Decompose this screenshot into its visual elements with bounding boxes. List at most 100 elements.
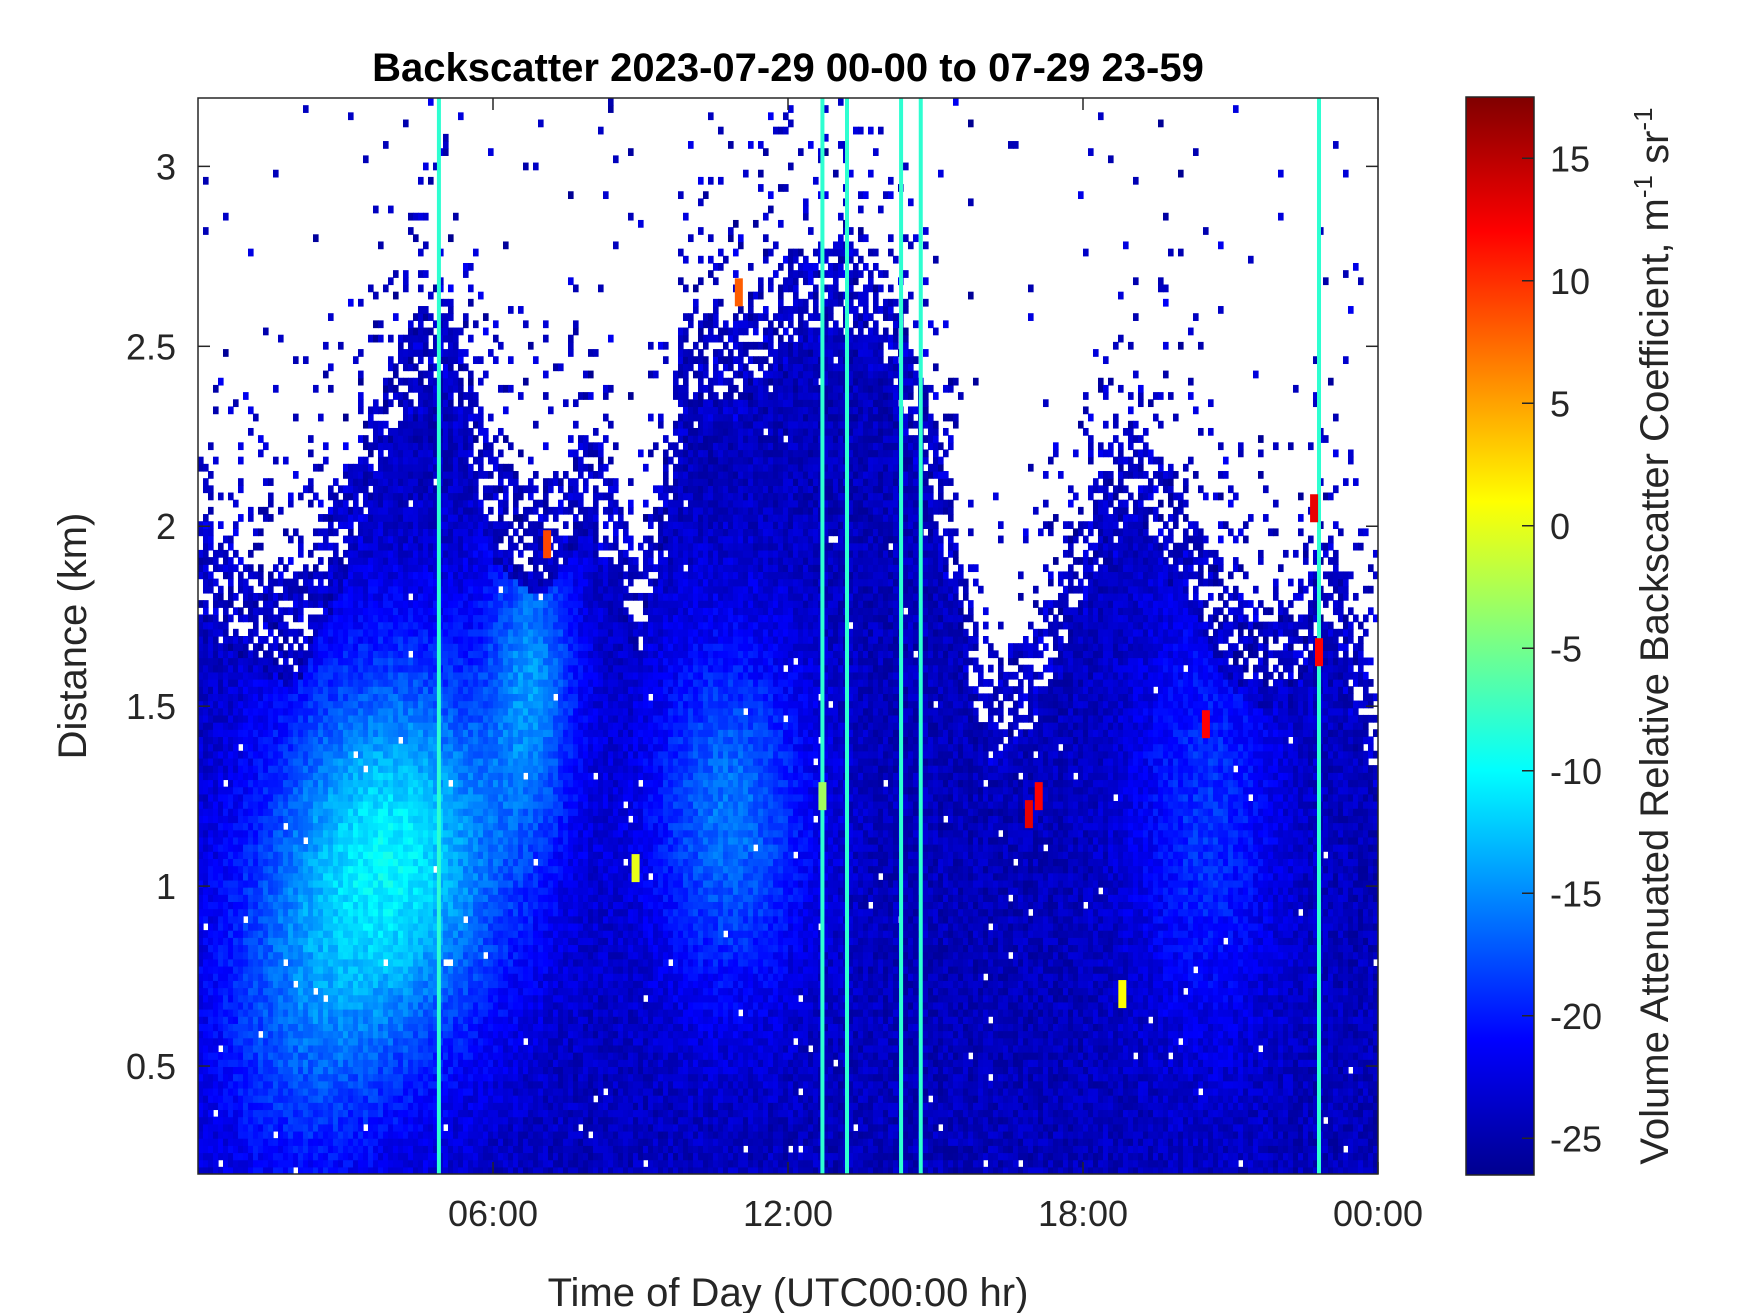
heatmap-cell [338, 823, 344, 831]
heatmap-cell [403, 1009, 409, 1017]
heatmap-cell [383, 729, 389, 737]
heatmap-cell [383, 399, 389, 407]
heatmap-cell [323, 944, 329, 952]
heatmap-cell [303, 736, 309, 744]
heatmap-cell [253, 765, 259, 773]
heatmap-cell [278, 1066, 284, 1074]
heatmap-cell [443, 686, 449, 694]
heatmap-cell [403, 987, 409, 995]
heatmap-cell [253, 916, 259, 924]
heatmap-cell [213, 944, 219, 952]
heatmap-cell [318, 414, 324, 422]
heatmap-cell [368, 894, 374, 902]
heatmap-cell [423, 471, 429, 479]
heatmap-cell [278, 607, 284, 615]
heatmap-cell [393, 392, 399, 400]
heatmap-cell [363, 1088, 369, 1096]
heatmap-cell [408, 916, 414, 924]
heatmap-cell [323, 815, 329, 823]
heatmap-cell [248, 901, 254, 909]
heatmap-cell [393, 464, 399, 472]
heatmap-cell [388, 493, 394, 501]
heatmap-cell [388, 378, 394, 386]
heatmap-cell [298, 1009, 304, 1017]
heatmap-cell [368, 622, 374, 630]
heatmap-cell [428, 1009, 434, 1017]
heatmap-cell [423, 959, 429, 967]
heatmap-cell [398, 1131, 404, 1139]
heatmap-cell [423, 1074, 429, 1082]
heatmap-cell [253, 593, 259, 601]
heatmap-cell [253, 1066, 259, 1074]
heatmap-cell [313, 980, 319, 988]
heatmap-cell [428, 1095, 434, 1103]
heatmap-cell [373, 1095, 379, 1103]
heatmap-cell [373, 471, 379, 479]
heatmap-cell [248, 916, 254, 924]
heatmap-cell [203, 1016, 209, 1024]
heatmap-cell [383, 1002, 389, 1010]
heatmap-cell [448, 442, 454, 450]
heatmap-cell [323, 715, 329, 723]
heatmap-cell [378, 672, 384, 680]
heatmap-cell [353, 471, 359, 479]
heatmap-cell [418, 335, 424, 343]
heatmap-cell [363, 557, 369, 565]
heatmap-cell [228, 571, 234, 579]
heatmap-cell [263, 987, 269, 995]
heatmap-cell [353, 980, 359, 988]
heatmap-cell [418, 371, 424, 379]
heatmap-cell [443, 134, 449, 142]
heatmap-cell [418, 550, 424, 558]
heatmap-cell [398, 894, 404, 902]
heatmap-cell [363, 435, 369, 443]
heatmap-cell [268, 801, 274, 809]
heatmap-cell [318, 1023, 324, 1031]
heatmap-cell [338, 672, 344, 680]
heatmap-cell [423, 801, 429, 809]
heatmap-cell [418, 579, 424, 587]
heatmap-cell [448, 722, 454, 730]
heatmap-cell [293, 959, 299, 967]
heatmap-cell [348, 550, 354, 558]
heatmap-cell [423, 328, 429, 336]
heatmap-cell [293, 715, 299, 723]
heatmap-cell [313, 715, 319, 723]
heatmap-cell [373, 550, 379, 558]
heatmap-cell [213, 844, 219, 852]
heatmap-cell [423, 270, 429, 278]
heatmap-cell [303, 873, 309, 881]
heatmap-cell [423, 543, 429, 551]
heatmap-cell [418, 1117, 424, 1125]
heatmap-cell [263, 708, 269, 716]
heatmap-cell [203, 679, 209, 687]
heatmap-cell [333, 672, 339, 680]
heatmap-cell [353, 693, 359, 701]
heatmap-cell [223, 1016, 229, 1024]
heatmap-cell [328, 571, 334, 579]
heatmap-cell [308, 665, 314, 673]
heatmap-cell [273, 830, 279, 838]
heatmap-cell [393, 600, 399, 608]
heatmap-cell [423, 901, 429, 909]
heatmap-cell [308, 751, 314, 759]
heatmap-cell [213, 1066, 219, 1074]
heatmap-cell [333, 650, 339, 658]
heatmap-cell [318, 658, 324, 666]
heatmap-cell [353, 679, 359, 687]
heatmap-cell [418, 758, 424, 766]
heatmap-cell [328, 1117, 334, 1125]
heatmap-cell [293, 579, 299, 587]
heatmap-cell [428, 995, 434, 1003]
heatmap-cell [288, 557, 294, 565]
heatmap-cell [413, 830, 419, 838]
heatmap-cell [293, 765, 299, 773]
heatmap-cell [258, 744, 264, 752]
heatmap-cell [408, 1109, 414, 1117]
heatmap-cell [313, 528, 319, 536]
heatmap-cell [203, 873, 209, 881]
heatmap-cell [358, 299, 364, 307]
heatmap-cell [378, 844, 384, 852]
heatmap-cell [323, 1023, 329, 1031]
heatmap-cell [368, 557, 374, 565]
